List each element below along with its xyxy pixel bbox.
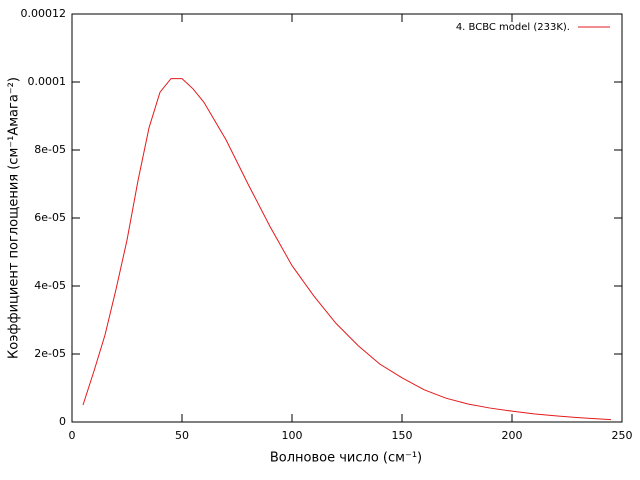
y-tick-label: 2e-05	[34, 347, 66, 360]
y-tick-label: 0.0001	[28, 75, 67, 88]
x-tick-label: 0	[69, 429, 76, 442]
y-axis-label: Коэффициент поглощения (см⁻¹Амага⁻²)	[7, 77, 22, 359]
data-line	[82, 78, 612, 421]
y-tick-label: 6e-05	[34, 211, 66, 224]
x-tick-label: 150	[392, 429, 413, 442]
x-tick-label: 50	[175, 429, 189, 442]
x-axis-label: Волновое число (см⁻¹)	[270, 451, 422, 466]
x-tick-label: 250	[612, 429, 633, 442]
legend-label: 4. BCBC model (233K).	[456, 22, 570, 33]
plot-frame	[71, 13, 623, 423]
y-tick-label: 0.00012	[21, 7, 67, 20]
y-tick-label: 0	[59, 415, 66, 428]
y-tick-label: 8e-05	[34, 143, 66, 156]
x-tick-label: 100	[282, 429, 303, 442]
y-tick-label: 4e-05	[34, 279, 66, 292]
x-tick-label: 200	[502, 429, 523, 442]
